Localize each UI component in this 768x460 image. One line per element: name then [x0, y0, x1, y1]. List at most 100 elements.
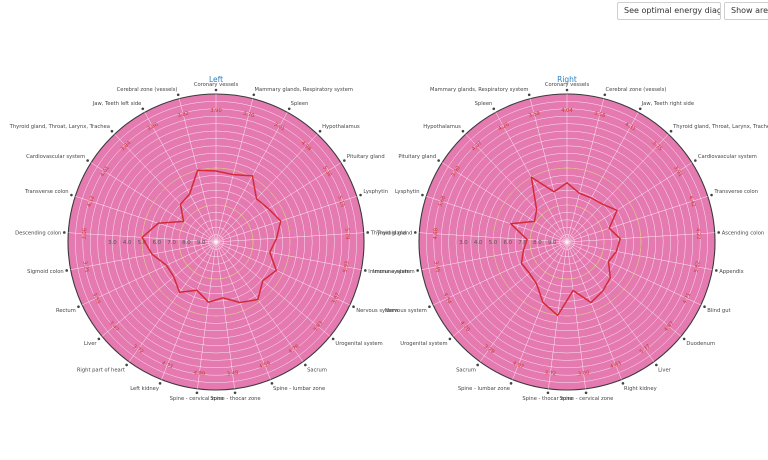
spoke	[215, 196, 357, 243]
spoke	[566, 112, 639, 243]
organ-label: Rectum	[56, 308, 76, 314]
spoke	[215, 232, 364, 243]
label-dot	[603, 93, 607, 97]
optimal-energy-diagram-button[interactable]: See optimal energy diagram	[617, 2, 721, 20]
spoke	[215, 241, 235, 389]
energy-value-label: 3.82	[177, 111, 190, 120]
energy-value-label: 4.31	[624, 122, 637, 133]
energy-value-label: 4.22	[695, 228, 702, 240]
spoke	[215, 241, 271, 380]
spoke	[215, 241, 362, 270]
spoke	[479, 241, 568, 362]
label-dot	[655, 363, 658, 367]
spoke	[215, 112, 288, 243]
label-dot	[62, 231, 66, 234]
organ-label: Sigmoid colon	[27, 269, 64, 275]
spoke	[419, 232, 568, 243]
label-dot	[428, 305, 431, 309]
energy-value-label: 4.89	[193, 370, 205, 377]
spoke	[101, 241, 217, 337]
organ-label: Nervous system	[385, 308, 427, 314]
organ-label: Hypothalamus	[322, 124, 360, 130]
spoke	[566, 241, 586, 389]
energy-value-label: 3.86	[146, 122, 159, 133]
energy-value-label: 4.42	[687, 195, 696, 208]
organ-label: Left kidney	[130, 386, 159, 392]
organ-label: Cerebral zone (vessels)	[606, 87, 667, 93]
energy-value-label: 3.53	[91, 292, 101, 305]
organ-label: Mammary glands, Respiratory system	[430, 87, 528, 93]
spoke	[114, 133, 217, 243]
energy-value-label: 3.45	[432, 261, 440, 273]
label-dot	[176, 93, 180, 97]
spoke	[566, 241, 702, 306]
spoke	[465, 133, 568, 243]
organ-label: Spine - thocar zone	[522, 396, 572, 402]
energy-value-label: 3.90	[451, 165, 462, 178]
organ-label: Duodenum	[686, 341, 715, 347]
organ-label: Spleen	[475, 101, 493, 107]
ring-scale-label: 3.0	[459, 240, 468, 246]
spoke	[566, 241, 655, 362]
spoke	[566, 241, 713, 270]
energy-value-label: 5.62	[693, 261, 701, 273]
organ-label: Nervous system	[356, 308, 398, 314]
organ-label: Sacrum	[456, 367, 476, 373]
energy-value-label: 5.79	[344, 228, 351, 240]
label-dot	[359, 193, 362, 197]
spoke	[197, 241, 217, 389]
label-dot	[492, 107, 496, 111]
spoke	[144, 112, 217, 243]
organ-label: Spleen	[291, 101, 309, 107]
spoke	[161, 241, 217, 380]
energy-value-label: 4.59	[258, 361, 271, 371]
label-dot	[669, 129, 673, 133]
organ-label: Spine - cervical zone	[559, 396, 613, 402]
spoke	[512, 241, 568, 380]
energy-value-label: 4.83	[609, 361, 622, 371]
organ-label: Ascending colon	[722, 230, 764, 236]
label-dot	[703, 305, 706, 309]
show-area-button[interactable]: Show area c	[724, 2, 768, 20]
energy-value-label: 3.58	[593, 111, 606, 120]
organ-label: Jaw, Teeth left side	[92, 101, 142, 107]
organ-label: Cardiovascular system	[698, 154, 757, 160]
label-dot	[476, 363, 479, 367]
organ-label: Pituitary gland	[398, 154, 436, 160]
energy-value-label: 3.68	[438, 195, 447, 208]
ring-scale-label: 4.0	[123, 240, 132, 246]
organ-label: Coronary vessels	[545, 82, 590, 88]
spoke	[566, 241, 682, 337]
spoke	[215, 241, 331, 337]
energy-value-label: 4.54	[442, 292, 453, 306]
spoke	[90, 162, 217, 243]
label-dot	[448, 337, 452, 341]
spoke	[75, 196, 217, 243]
label-dot	[710, 193, 713, 197]
label-dot	[437, 159, 440, 162]
spoke	[566, 241, 622, 380]
organ-label: Lysphytin	[363, 189, 388, 195]
label-dot	[331, 337, 335, 341]
organ-label: Right kidney	[624, 386, 657, 392]
organ-label: Pituitary gland	[347, 154, 385, 160]
organ-label: Blind gut	[707, 308, 730, 314]
organ-label: Transverse colon	[713, 189, 758, 195]
organ-label: Cardiovascular system	[26, 154, 85, 160]
ring-scale-label: 7.0	[518, 240, 527, 246]
label-dot	[252, 93, 256, 97]
label-dot	[565, 88, 569, 92]
energy-value-label: 3.70	[242, 111, 255, 120]
ring-scale-label: 8.0	[533, 240, 542, 246]
energy-value-label: 5.37	[639, 344, 652, 356]
spoke	[566, 98, 605, 243]
energy-value-label: 3.00	[578, 370, 590, 377]
label-dot	[77, 305, 80, 309]
label-dot	[638, 107, 642, 111]
organ-label: Urogenital system	[335, 341, 382, 347]
ring-scale-label: 8.0	[182, 240, 191, 246]
spoke	[529, 98, 568, 243]
chart-title: Right	[557, 75, 577, 84]
